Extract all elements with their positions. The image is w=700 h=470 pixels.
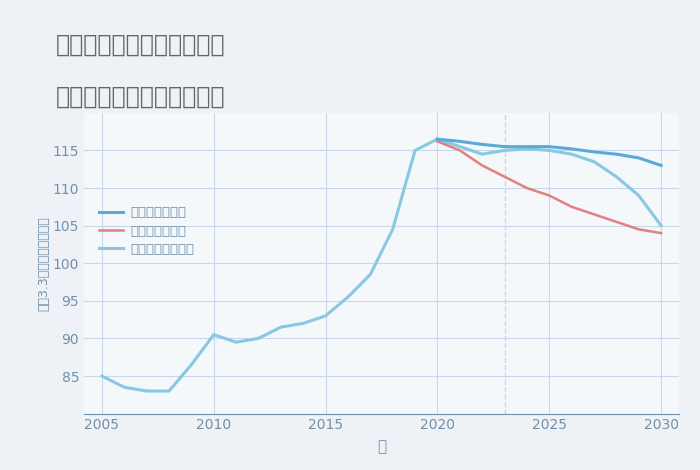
X-axis label: 年: 年 bbox=[377, 439, 386, 454]
ノーマルシナリオ bbox=[568, 151, 576, 157]
ノーマルシナリオ bbox=[98, 373, 106, 379]
ノーマルシナリオ bbox=[232, 339, 240, 345]
ノーマルシナリオ bbox=[456, 144, 464, 149]
ノーマルシナリオ bbox=[142, 388, 150, 394]
ノーマルシナリオ bbox=[389, 227, 397, 232]
グッドシナリオ bbox=[657, 163, 665, 168]
Legend: グッドシナリオ, バッドシナリオ, ノーマルシナリオ: グッドシナリオ, バッドシナリオ, ノーマルシナリオ bbox=[97, 204, 197, 258]
ノーマルシナリオ bbox=[478, 151, 486, 157]
ノーマルシナリオ bbox=[254, 336, 262, 341]
バッドシナリオ bbox=[590, 212, 598, 217]
Line: バッドシナリオ: バッドシナリオ bbox=[438, 141, 661, 233]
グッドシナリオ bbox=[456, 139, 464, 144]
グッドシナリオ bbox=[500, 144, 509, 149]
ノーマルシナリオ bbox=[411, 148, 419, 153]
バッドシナリオ bbox=[612, 219, 621, 225]
ノーマルシナリオ bbox=[321, 313, 330, 319]
ノーマルシナリオ bbox=[545, 148, 554, 153]
ノーマルシナリオ bbox=[187, 362, 195, 368]
バッドシナリオ bbox=[545, 193, 554, 198]
ノーマルシナリオ bbox=[523, 146, 531, 152]
グッドシナリオ bbox=[545, 144, 554, 149]
ノーマルシナリオ bbox=[120, 384, 129, 390]
Y-axis label: 坪（3.3㎡）単価（万円）: 坪（3.3㎡）単価（万円） bbox=[38, 216, 51, 311]
ノーマルシナリオ bbox=[344, 294, 352, 300]
グッドシナリオ bbox=[634, 155, 643, 161]
ノーマルシナリオ bbox=[164, 388, 173, 394]
バッドシナリオ bbox=[657, 230, 665, 236]
ノーマルシナリオ bbox=[590, 159, 598, 164]
バッドシナリオ bbox=[523, 185, 531, 191]
グッドシナリオ bbox=[478, 141, 486, 147]
ノーマルシナリオ bbox=[299, 321, 307, 326]
ノーマルシナリオ bbox=[433, 136, 442, 142]
Text: 中古マンションの価格推移: 中古マンションの価格推移 bbox=[56, 85, 225, 109]
Line: グッドシナリオ: グッドシナリオ bbox=[438, 139, 661, 165]
ノーマルシナリオ bbox=[657, 223, 665, 228]
Line: ノーマルシナリオ: ノーマルシナリオ bbox=[102, 139, 661, 391]
バッドシナリオ bbox=[500, 174, 509, 180]
グッドシナリオ bbox=[523, 144, 531, 149]
グッドシナリオ bbox=[568, 146, 576, 152]
Text: 兵庫県姫路市大黒壱丁町の: 兵庫県姫路市大黒壱丁町の bbox=[56, 33, 225, 57]
ノーマルシナリオ bbox=[209, 332, 218, 337]
バッドシナリオ bbox=[634, 227, 643, 232]
グッドシナリオ bbox=[433, 136, 442, 142]
ノーマルシナリオ bbox=[612, 174, 621, 180]
ノーマルシナリオ bbox=[276, 324, 285, 330]
バッドシナリオ bbox=[456, 148, 464, 153]
バッドシナリオ bbox=[478, 163, 486, 168]
ノーマルシナリオ bbox=[500, 148, 509, 153]
グッドシナリオ bbox=[590, 149, 598, 155]
バッドシナリオ bbox=[568, 204, 576, 210]
ノーマルシナリオ bbox=[634, 193, 643, 198]
ノーマルシナリオ bbox=[366, 272, 375, 277]
バッドシナリオ bbox=[433, 139, 442, 144]
グッドシナリオ bbox=[612, 151, 621, 157]
